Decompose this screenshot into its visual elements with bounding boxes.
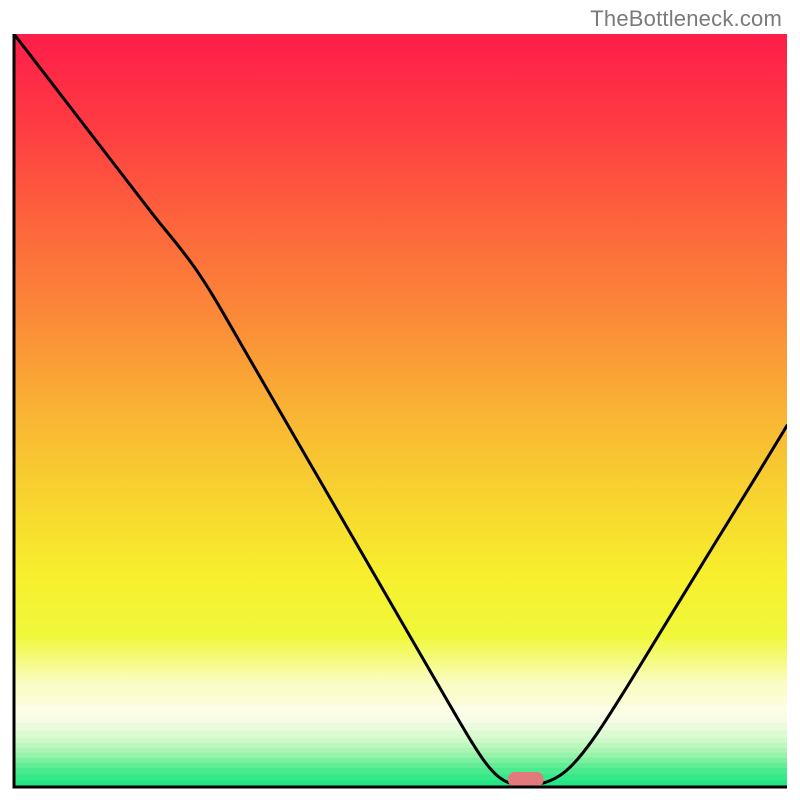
plot-background	[14, 34, 787, 787]
bottleneck-chart	[0, 0, 800, 800]
watermark-text: TheBottleneck.com	[590, 6, 782, 32]
chart-container: { "watermark": { "text": "TheBottleneck.…	[0, 0, 800, 800]
curve-marker	[508, 772, 544, 787]
